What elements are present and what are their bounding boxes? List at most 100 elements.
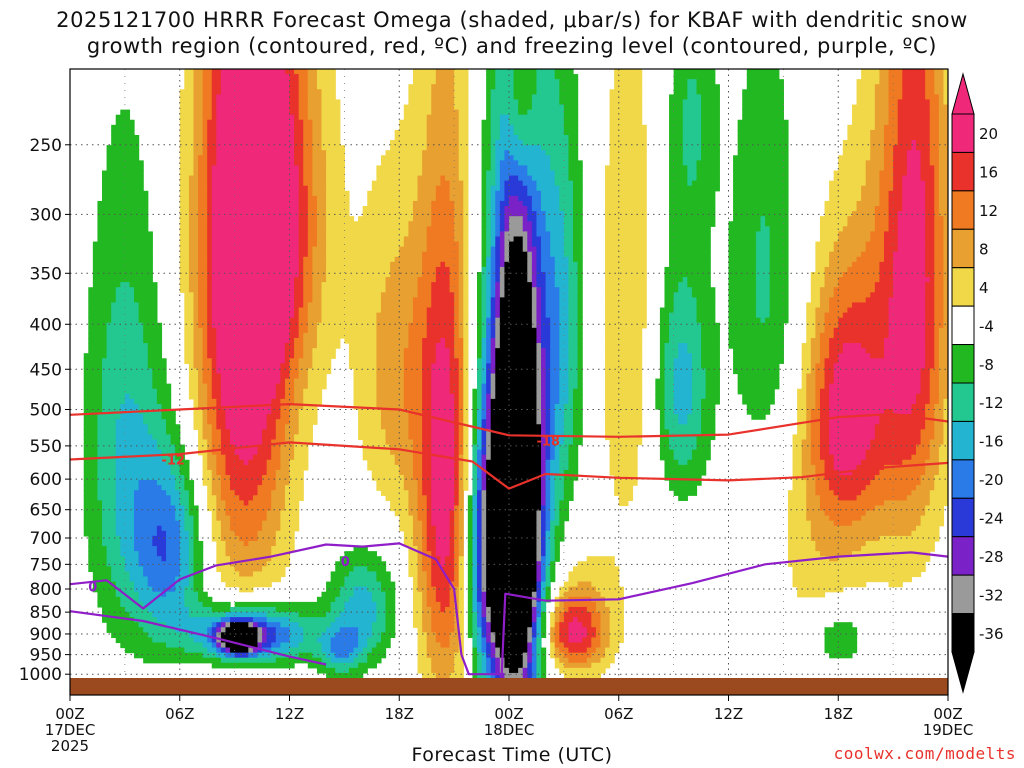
omega-cell — [545, 510, 551, 517]
omega-cell — [463, 414, 469, 420]
colorbar-top-arrow — [951, 72, 975, 115]
omega-cell — [202, 414, 208, 420]
omega-cell — [527, 251, 533, 258]
omega-cell — [586, 647, 597, 654]
omega-cell — [198, 388, 208, 395]
omega-cell — [211, 200, 300, 207]
omega-cell — [824, 317, 839, 324]
omega-cell — [216, 622, 222, 628]
omega-cell — [458, 485, 464, 491]
omega-cell — [554, 546, 560, 552]
omega-cell — [495, 180, 501, 187]
omega-cell — [211, 358, 217, 364]
omega-cell — [463, 190, 469, 197]
omega-cell — [810, 272, 826, 278]
omega-cell — [257, 647, 263, 654]
omega-cell — [115, 469, 172, 476]
omega-cell — [408, 429, 423, 435]
omega-cell — [541, 571, 547, 578]
omega-cell — [198, 403, 208, 410]
omega-cell — [929, 119, 940, 126]
omega-cell — [463, 292, 469, 298]
omega-cell — [810, 449, 821, 456]
omega-cell — [609, 145, 647, 151]
omega-cell — [559, 302, 570, 309]
omega-cell — [193, 520, 199, 527]
omega-cell — [664, 383, 675, 390]
omega-cell — [504, 672, 524, 678]
colorbar-segment — [951, 151, 975, 192]
omega-cell — [929, 454, 940, 461]
omega-cell — [207, 495, 217, 501]
omega-cell — [541, 292, 547, 298]
omega-cell — [605, 378, 643, 385]
omega-cell — [266, 459, 281, 466]
omega-cell — [184, 475, 190, 481]
omega-cell — [938, 343, 948, 349]
omega-cell — [312, 251, 327, 258]
omega-cell — [509, 195, 519, 202]
omega-cell — [193, 561, 204, 567]
omega-cell — [408, 337, 423, 344]
omega-cell — [563, 221, 574, 227]
omega-cell — [476, 343, 483, 349]
omega-cell — [207, 266, 213, 273]
omega-cell — [664, 475, 702, 481]
omega-cell — [833, 454, 867, 461]
omega-cell — [550, 495, 556, 501]
omega-cell — [733, 185, 789, 192]
omega-cell — [559, 627, 570, 633]
omega-cell — [943, 241, 948, 248]
omega-cell — [824, 200, 858, 207]
omega-cell — [134, 586, 153, 593]
omega-cell — [486, 195, 492, 202]
omega-cell — [605, 236, 647, 243]
omega-cell — [605, 343, 643, 349]
omega-cell — [481, 180, 487, 187]
omega-cell — [476, 657, 483, 664]
omega-cell — [819, 409, 830, 415]
omega-cell — [367, 459, 396, 466]
omega-cell — [687, 89, 698, 95]
omega-cell — [925, 424, 935, 430]
omega-cell — [504, 287, 533, 293]
omega-cell — [307, 114, 323, 121]
omega-cell — [115, 454, 163, 461]
omega-cell — [481, 591, 487, 598]
omega-cell — [550, 383, 560, 390]
omega-cell — [266, 464, 281, 471]
omega-cell — [339, 556, 382, 562]
omega-cell — [115, 292, 135, 298]
omega-cell — [408, 327, 428, 334]
omega-cell — [184, 74, 195, 80]
omega-cell — [536, 551, 542, 557]
omega-cell — [188, 581, 195, 588]
omega-cell — [198, 277, 208, 283]
omega-cell — [819, 332, 835, 339]
omega-cell — [207, 241, 213, 248]
omega-cell — [746, 69, 780, 75]
omega-cell — [289, 414, 300, 420]
omega-cell — [454, 657, 464, 664]
omega-cell — [554, 480, 565, 486]
omega-cell — [865, 170, 881, 177]
omega-cell — [444, 606, 455, 613]
omega-cell — [701, 332, 720, 339]
omega-cell — [541, 434, 547, 441]
omega-cell — [664, 287, 679, 293]
omega-cell — [284, 485, 304, 491]
omega-cell — [312, 348, 336, 354]
omega-cell — [463, 459, 469, 466]
omega-cell — [431, 495, 455, 501]
omega-cell — [303, 129, 313, 136]
omega-cell — [883, 134, 899, 141]
omega-cell — [202, 459, 208, 466]
omega-cell — [559, 464, 570, 471]
colorbar-label: 20 — [979, 125, 998, 143]
omega-cell — [403, 393, 423, 400]
omega-cell — [454, 292, 460, 298]
omega-cell — [934, 424, 945, 430]
omega-cell — [454, 409, 460, 415]
omega-cell — [193, 348, 204, 354]
